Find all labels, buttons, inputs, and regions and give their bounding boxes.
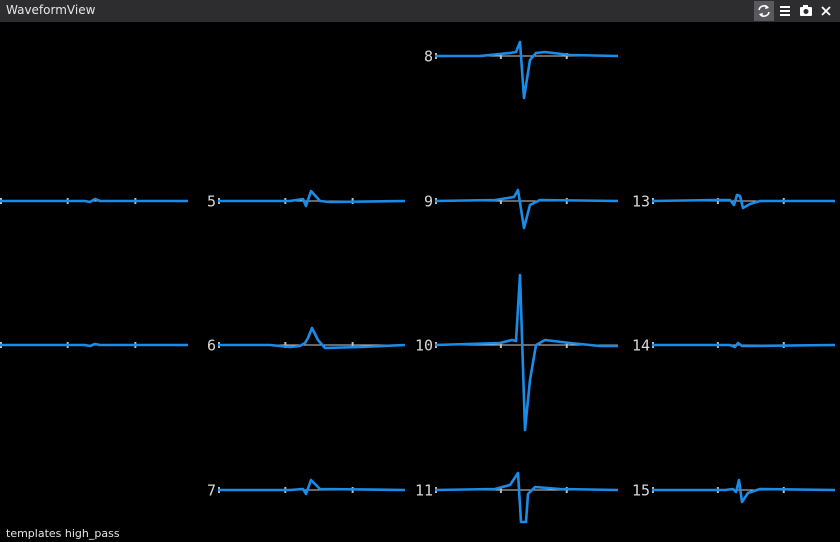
title-bar: WaveformView [0,0,840,22]
refresh-arrows [759,5,769,17]
waveform [652,478,836,504]
waveform [0,197,188,204]
waveform-plot: 8 5 9 13 6 10 14 7 11 15 [0,40,836,524]
menu-button[interactable] [780,6,790,16]
waveform [434,471,619,524]
waveform [434,188,619,230]
channel-axes [0,53,835,493]
channel-label: 7 [207,482,216,500]
waveform [435,40,619,100]
channel-labels: 8 5 9 13 6 10 14 7 11 15 [207,48,650,500]
channel-label: 9 [424,193,433,211]
refresh-button[interactable] [754,1,774,21]
waveform [0,342,188,348]
window-title: WaveformView [6,3,96,17]
channel-label: 11 [415,482,433,500]
waveform [218,478,406,496]
channel-label: 6 [207,337,216,355]
channel-label: 5 [207,193,216,211]
channel-label: 8 [424,48,433,66]
status-text: templates high_pass [6,527,120,540]
waveform [218,326,406,350]
channel-label: 15 [632,482,650,500]
toolbar [754,1,831,21]
waveform [651,193,835,210]
channel-label: 13 [632,193,650,211]
close-button[interactable] [821,6,831,16]
channel-label: 10 [415,337,433,355]
screenshot-button[interactable] [800,5,812,16]
channel-label: 14 [632,337,650,355]
waveform [218,189,406,208]
waveform [434,273,618,432]
waveform [652,341,836,349]
waveforms [0,40,836,524]
